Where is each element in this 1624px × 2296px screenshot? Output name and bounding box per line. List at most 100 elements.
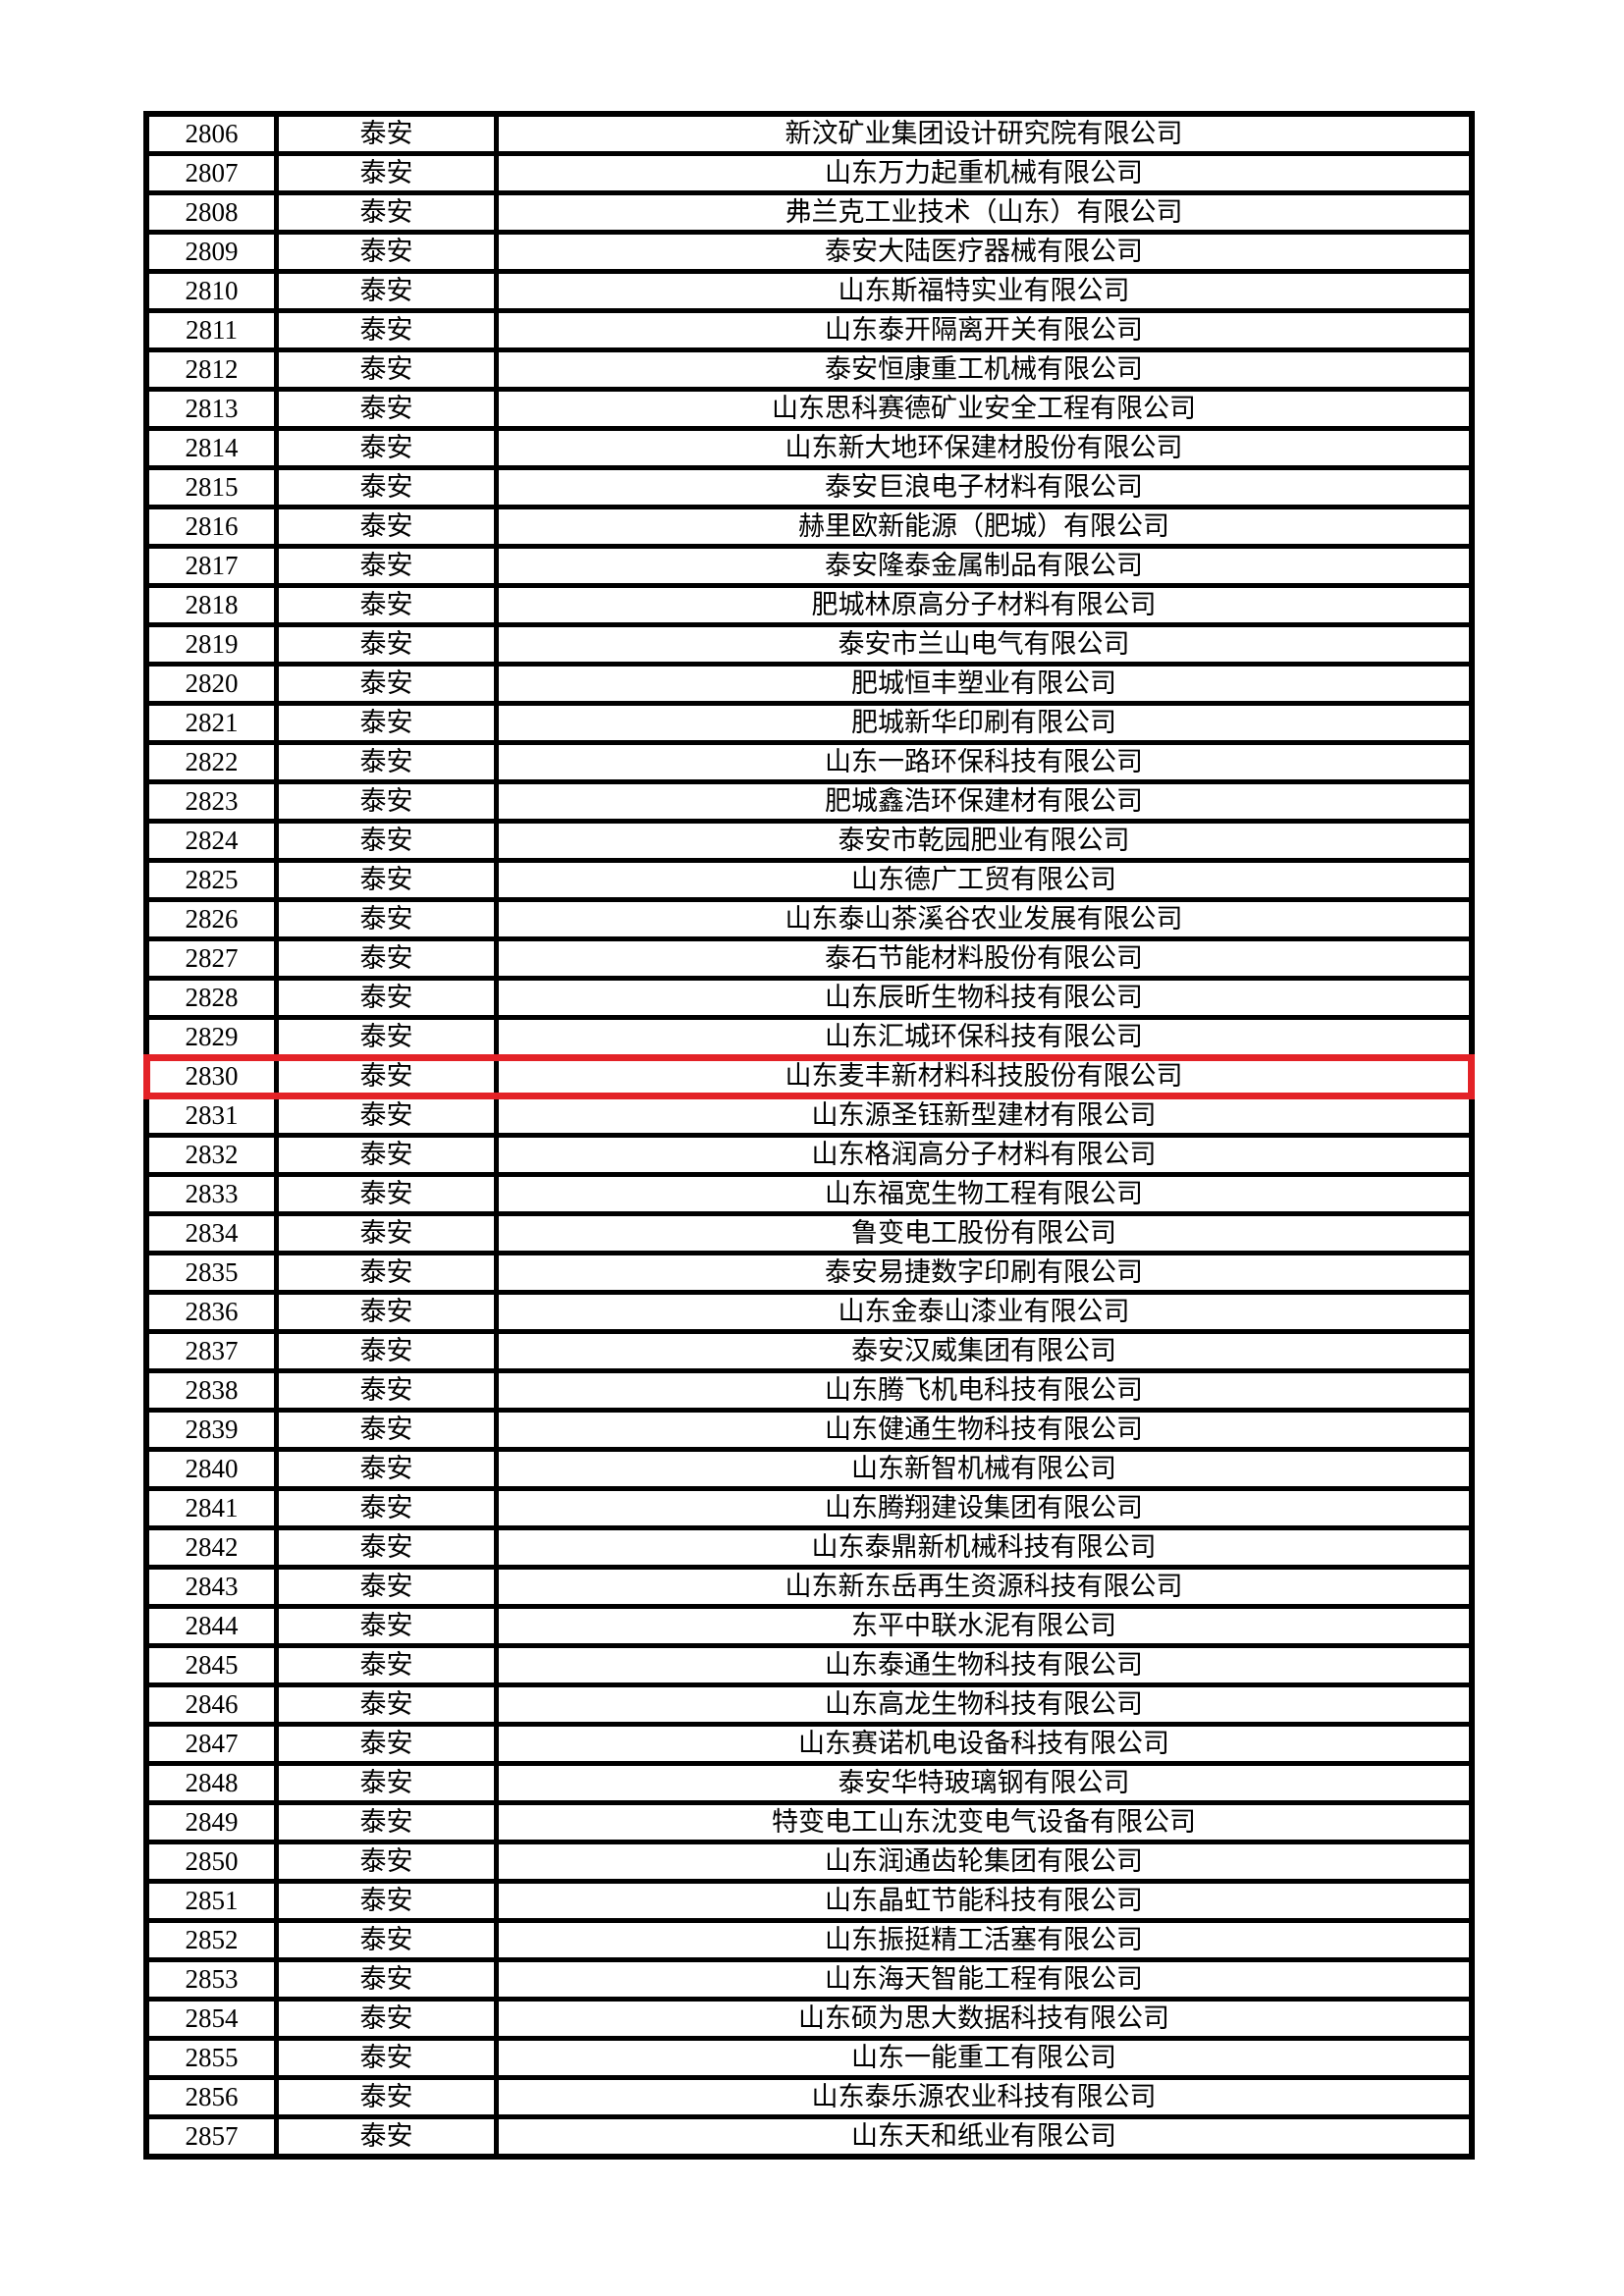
row-number-cell: 2837	[143, 1329, 279, 1373]
table-row: 2806 泰安 新汶矿业集团设计研究院有限公司	[143, 111, 1475, 156]
row-city-cell: 泰安	[274, 583, 499, 627]
row-company-cell: 山东一路环保科技有限公司	[494, 740, 1475, 784]
table-row: 2818 泰安 肥城林原高分子材料有限公司	[143, 583, 1475, 627]
row-number-cell: 2815	[143, 465, 279, 509]
row-number-cell: 2832	[143, 1133, 279, 1177]
row-number-cell: 2825	[143, 858, 279, 902]
row-city-cell: 泰安	[274, 1879, 499, 1923]
row-number-cell: 2812	[143, 347, 279, 392]
row-number-cell: 2834	[143, 1211, 279, 1255]
row-number-cell: 2854	[143, 1997, 279, 2041]
row-city-cell: 泰安	[274, 1565, 499, 1609]
table-row: 2853 泰安 山东海天智能工程有限公司	[143, 1957, 1475, 2002]
row-company-cell: 山东泰山茶溪谷农业发展有限公司	[494, 897, 1475, 941]
row-company-cell: 泰安恒康重工机械有限公司	[494, 347, 1475, 392]
row-company-cell: 山东斯福特实业有限公司	[494, 269, 1475, 313]
table-row: 2812 泰安 泰安恒康重工机械有限公司	[143, 347, 1475, 392]
row-number-cell: 2829	[143, 1015, 279, 1059]
row-company-cell: 肥城林原高分子材料有限公司	[494, 583, 1475, 627]
table-row: 2851 泰安 山东晶虹节能科技有限公司	[143, 1879, 1475, 1923]
row-city-cell: 泰安	[274, 1054, 499, 1098]
table-row: 2852 泰安 山东振挺精工活塞有限公司	[143, 1918, 1475, 1962]
row-company-cell: 泰安华特玻璃钢有限公司	[494, 1761, 1475, 1805]
table-row: 2829 泰安 山东汇城环保科技有限公司	[143, 1015, 1475, 1059]
row-company-cell: 山东泰通生物科技有限公司	[494, 1643, 1475, 1687]
row-city-cell: 泰安	[274, 1251, 499, 1295]
row-city-cell: 泰安	[274, 976, 499, 1020]
row-city-cell: 泰安	[274, 308, 499, 352]
row-city-cell: 泰安	[274, 1447, 499, 1491]
row-number-cell: 2844	[143, 1604, 279, 1648]
table-row: 2857 泰安 山东天和纸业有限公司	[143, 2114, 1475, 2160]
row-company-cell: 泰石节能材料股份有限公司	[494, 936, 1475, 981]
row-company-cell: 泰安市乾园肥业有限公司	[494, 819, 1475, 863]
row-number-cell: 2806	[143, 111, 279, 156]
table-row: 2832 泰安 山东格润高分子材料有限公司	[143, 1133, 1475, 1177]
row-number-cell: 2827	[143, 936, 279, 981]
row-company-cell: 泰安大陆医疗器械有限公司	[494, 230, 1475, 274]
table-row: 2841 泰安 山东腾翔建设集团有限公司	[143, 1486, 1475, 1530]
row-city-cell: 泰安	[274, 1918, 499, 1962]
table-row: 2823 泰安 肥城鑫浩环保建材有限公司	[143, 779, 1475, 824]
row-company-cell: 泰安隆泰金属制品有限公司	[494, 544, 1475, 588]
row-number-cell: 2841	[143, 1486, 279, 1530]
table-row: 2854 泰安 山东硕为思大数据科技有限公司	[143, 1997, 1475, 2041]
row-number-cell: 2855	[143, 2036, 279, 2080]
row-company-cell: 泰安易捷数字印刷有限公司	[494, 1251, 1475, 1295]
row-number-cell: 2840	[143, 1447, 279, 1491]
row-number-cell: 2811	[143, 308, 279, 352]
row-city-cell: 泰安	[274, 465, 499, 509]
table-row: 2838 泰安 山东腾飞机电科技有限公司	[143, 1368, 1475, 1413]
row-company-cell: 山东泰乐源农业科技有限公司	[494, 2075, 1475, 2119]
row-company-cell: 山东汇城环保科技有限公司	[494, 1015, 1475, 1059]
row-number-cell: 2831	[143, 1094, 279, 1138]
row-company-cell: 山东格润高分子材料有限公司	[494, 1133, 1475, 1177]
row-number-cell: 2819	[143, 622, 279, 667]
row-number-cell: 2846	[143, 1682, 279, 1727]
row-city-cell: 泰安	[274, 1290, 499, 1334]
row-number-cell: 2849	[143, 1800, 279, 1844]
row-company-cell: 山东高龙生物科技有限公司	[494, 1682, 1475, 1727]
row-company-cell: 新汶矿业集团设计研究院有限公司	[494, 111, 1475, 156]
row-city-cell: 泰安	[274, 1486, 499, 1530]
row-number-cell: 2857	[143, 2114, 279, 2160]
table-row: 2828 泰安 山东辰昕生物科技有限公司	[143, 976, 1475, 1020]
row-company-cell: 山东新大地环保建材股份有限公司	[494, 426, 1475, 470]
table-row: 2842 泰安 山东泰鼎新机械科技有限公司	[143, 1525, 1475, 1570]
row-number-cell: 2828	[143, 976, 279, 1020]
table-row: 2826 泰安 山东泰山茶溪谷农业发展有限公司	[143, 897, 1475, 941]
row-city-cell: 泰安	[274, 1133, 499, 1177]
row-number-cell: 2826	[143, 897, 279, 941]
company-table-container: 2806 泰安 新汶矿业集团设计研究院有限公司 2807 泰安 山东万力起重机械…	[143, 111, 1475, 2160]
row-city-cell: 泰安	[274, 2075, 499, 2119]
row-city-cell: 泰安	[274, 230, 499, 274]
row-number-cell: 2843	[143, 1565, 279, 1609]
row-number-cell: 2820	[143, 662, 279, 706]
row-number-cell: 2816	[143, 505, 279, 549]
row-city-cell: 泰安	[274, 190, 499, 235]
row-company-cell: 山东万力起重机械有限公司	[494, 151, 1475, 195]
row-number-cell: 2850	[143, 1840, 279, 1884]
row-city-cell: 泰安	[274, 740, 499, 784]
row-city-cell: 泰安	[274, 387, 499, 431]
table-row: 2813 泰安 山东思科赛德矿业安全工程有限公司	[143, 387, 1475, 431]
row-city-cell: 泰安	[274, 1408, 499, 1452]
table-row: 2836 泰安 山东金泰山漆业有限公司	[143, 1290, 1475, 1334]
row-city-cell: 泰安	[274, 2036, 499, 2080]
table-row: 2814 泰安 山东新大地环保建材股份有限公司	[143, 426, 1475, 470]
row-number-cell: 2809	[143, 230, 279, 274]
row-city-cell: 泰安	[274, 1211, 499, 1255]
table-row: 2827 泰安 泰石节能材料股份有限公司	[143, 936, 1475, 981]
row-city-cell: 泰安	[274, 347, 499, 392]
table-row: 2850 泰安 山东润通齿轮集团有限公司	[143, 1840, 1475, 1884]
row-number-cell: 2851	[143, 1879, 279, 1923]
row-company-cell: 山东腾飞机电科技有限公司	[494, 1368, 1475, 1413]
row-city-cell: 泰安	[274, 1604, 499, 1648]
table-row: 2839 泰安 山东健通生物科技有限公司	[143, 1408, 1475, 1452]
table-row: 2833 泰安 山东福宽生物工程有限公司	[143, 1172, 1475, 1216]
table-row: 2825 泰安 山东德广工贸有限公司	[143, 858, 1475, 902]
row-company-cell: 山东泰鼎新机械科技有限公司	[494, 1525, 1475, 1570]
row-company-cell: 山东晶虹节能科技有限公司	[494, 1879, 1475, 1923]
row-company-cell: 肥城鑫浩环保建材有限公司	[494, 779, 1475, 824]
